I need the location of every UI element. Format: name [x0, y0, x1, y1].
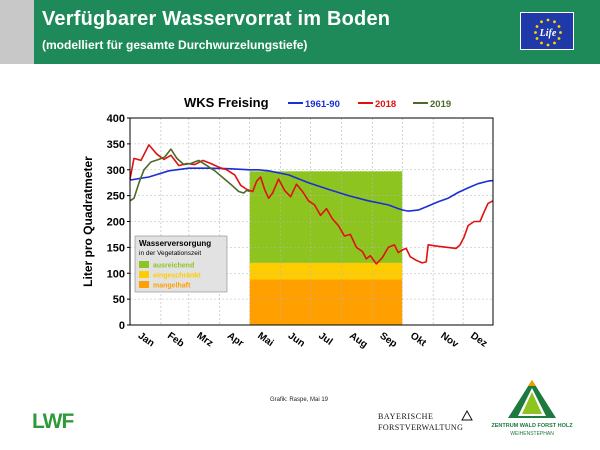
- series-line-1961-90: [129, 167, 494, 212]
- mountain-leaf-icon: [508, 380, 556, 418]
- supply-legend-subtitle: in der Vegetationszeit: [139, 250, 201, 257]
- zone-mangelhaft: [249, 279, 403, 325]
- zone-eingeschränkt: [249, 262, 403, 280]
- x-tick-label-Jul: Jul: [316, 330, 334, 347]
- x-tick-label-Nov: Nov: [438, 330, 460, 350]
- header-side-bar: [0, 0, 34, 64]
- x-tick-label-Dez: Dez: [468, 330, 489, 349]
- zone-ausreichend: [249, 171, 403, 263]
- legend-label-2018: 2018: [375, 99, 396, 110]
- tree-icon: [461, 410, 473, 421]
- y-tick-label: 150: [107, 242, 125, 254]
- y-tick-label: 400: [107, 113, 125, 125]
- supply-legend-swatch-0: [139, 261, 149, 268]
- eu-life-text: Life: [539, 28, 557, 39]
- zentrum-logo-line2: WEIHENSTEPHAN: [510, 431, 554, 437]
- x-tick-label-Jun: Jun: [286, 330, 307, 349]
- x-tick-label-Mai: Mai: [255, 330, 275, 349]
- x-tick-label-Okt: Okt: [408, 330, 429, 349]
- supply-legend-title: Wasserversorgung: [139, 239, 211, 248]
- supply-legend-label-1: eingeschränkt: [153, 273, 201, 280]
- x-tick-label-Aug: Aug: [347, 330, 369, 350]
- y-tick-label: 300: [107, 165, 125, 177]
- x-tick-label-Mrz: Mrz: [195, 330, 215, 349]
- y-tick-label: 100: [107, 268, 125, 280]
- supply-legend-label-2: mangelhaft: [153, 283, 191, 290]
- series-line-2019: [129, 148, 250, 202]
- legend-label-2019: 2019: [430, 99, 451, 110]
- chart-credit: Grafik: Raspe, Mai 19: [270, 397, 329, 403]
- y-tick-label: 250: [107, 191, 125, 203]
- bayerische-forstverwaltung-logo: BAYERISCHE FORSTVERWALTUNG: [378, 410, 474, 436]
- x-tick-label-Apr: Apr: [225, 330, 246, 349]
- header-banner: Verfügbarer Wasservorrat im Boden (model…: [0, 0, 600, 64]
- page-subtitle: (modelliert für gesamte Durchwurzelungst…: [42, 38, 308, 52]
- water-storage-chart: 0 50 100 150 200 250 300 350 400 Jan Feb Mrz Apr Mai J…: [81, 95, 494, 351]
- legend-label-1961-90: 1961-90: [305, 99, 340, 110]
- bayern-logo-line1: BAYERISCHE: [378, 412, 434, 421]
- lwf-logo-text: LWF: [32, 410, 74, 432]
- supply-legend-box: [134, 235, 228, 293]
- y-axis-label: Liter pro Quadratmeter: [81, 156, 95, 287]
- page-title: Verfügbarer Wasservorrat im Boden: [42, 8, 391, 30]
- lwf-logo: LWF: [32, 410, 75, 432]
- x-tick-label-Feb: Feb: [165, 330, 186, 349]
- x-tick-label-Jan: Jan: [136, 330, 156, 349]
- supply-legend-label-0: ausreichend: [153, 263, 194, 270]
- supply-legend-swatch-2: [139, 281, 149, 288]
- bayern-logo-line2: FORSTVERWALTUNG: [378, 423, 464, 432]
- supply-legend-swatch-1: [139, 271, 149, 278]
- series-line-2018: [129, 144, 494, 265]
- eu-stars-icon: [534, 18, 562, 47]
- y-tick-label: 200: [107, 217, 125, 229]
- zentrum-wald-forst-holz-logo: ZENTRUM WALD FORST HOLZ WEIHENSTEPHAN: [482, 378, 582, 438]
- zentrum-logo-line1: ZENTRUM WALD FORST HOLZ: [491, 423, 573, 429]
- x-tick-label-Sep: Sep: [378, 330, 399, 350]
- y-tick-label: 50: [113, 294, 125, 306]
- chart-title: WKS Freising: [184, 95, 269, 110]
- y-tick-label: 350: [107, 139, 125, 151]
- eu-life-logo: Life: [520, 12, 574, 50]
- y-tick-label: 0: [119, 320, 125, 332]
